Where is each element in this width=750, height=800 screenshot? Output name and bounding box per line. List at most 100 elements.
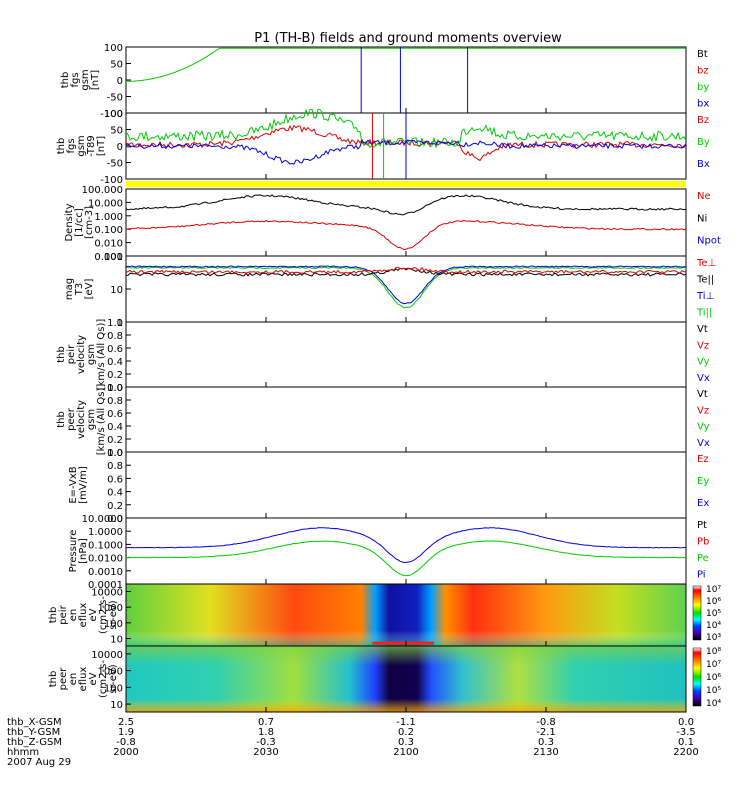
y-axis-label-line: peir xyxy=(58,604,69,624)
y-tick-label: 10000 xyxy=(91,650,123,661)
peer_spec-colorbar: 10⁸ 10⁷ 10⁶ 10⁵ 10⁴ xyxy=(692,647,721,709)
panel-frame xyxy=(125,386,687,453)
y-tick-label: 0.0001 xyxy=(88,580,123,591)
colorbar-tick-label: 10⁷ xyxy=(706,585,721,595)
y-axis-label: thbpeervelocitygsm[km/s (All Qs)] xyxy=(56,384,107,456)
y-tick-label: 0.0100 xyxy=(88,554,123,565)
ni-trace xyxy=(125,194,687,216)
y-tick-label: -100 xyxy=(100,175,123,186)
y-axis-label-line: mag xyxy=(64,278,75,300)
legend-Vt: Vt xyxy=(697,324,708,335)
y-axis-label: E=-VxB[mV/m] xyxy=(68,466,89,504)
colorbar-tick-label: 10³ xyxy=(706,633,721,643)
y-axis-label-line: thb xyxy=(48,671,59,688)
footer-value: -0.8 xyxy=(116,737,136,748)
colorbar-tick-label: 10⁷ xyxy=(706,660,721,670)
y-axis-label-line: gsm xyxy=(86,409,97,430)
y-tick-label: 0.4 xyxy=(107,488,123,499)
y-tick-label: -50 xyxy=(107,93,123,104)
footer-value: -1.1 xyxy=(396,717,416,728)
y-axis-label-line: eV xyxy=(88,608,99,621)
te-perp-trace xyxy=(125,266,687,275)
y-tick-label: 1.0 xyxy=(107,318,123,329)
y-axis-label-line: [nT] xyxy=(96,136,107,156)
panel-temperature: 100 10 1 magT3[eV] Te⊥ Te|| Ti⊥ Ti|| xyxy=(64,252,716,329)
y-tick-label: 1.000 xyxy=(94,212,123,223)
legend-Ex: Ex xyxy=(697,498,709,509)
panel-frame xyxy=(125,321,687,388)
y-axis-label: thbpeerenefluxeV(cm2-s-sr-eV) xyxy=(48,660,119,698)
y-axis-label-line: sr-eV) xyxy=(108,664,119,693)
by-trace xyxy=(126,47,686,82)
colorbar-tick-label: 10⁸ xyxy=(706,647,721,657)
peir-low-energy-band xyxy=(372,641,434,645)
panel-density: 100.000 10.000 1.000 0.100 0.010 0.001 Density… xyxy=(64,185,721,263)
legend-Vt: Vt xyxy=(697,389,708,400)
panels: 100500-50-100thbfgsgsm[nT]Btbzbybx100500… xyxy=(48,43,721,713)
footer-value: 0.2 xyxy=(398,727,414,738)
y-tick-label: 0 xyxy=(117,142,123,153)
legend-Bt: Bt xyxy=(697,49,708,60)
legend-Vz: Vz xyxy=(697,340,709,351)
y-tick-label: 0.6 xyxy=(107,344,123,355)
peir_spec-colorbar: 10⁷ 10⁶ 10⁵ 10⁴ 10³ xyxy=(692,585,721,643)
y-tick-label: 0.6 xyxy=(107,474,123,485)
footer-row-label: thb_Z-GSM xyxy=(7,737,62,748)
legend-Ey: Ey xyxy=(697,476,709,487)
legend-Vz: Vz xyxy=(697,405,709,416)
y-axis-label-line: velocity xyxy=(76,400,87,439)
y-tick-label: 100.000 xyxy=(82,185,123,196)
colorbar-scale xyxy=(692,585,702,641)
y-tick-label: 1000 xyxy=(98,603,123,614)
colorbar-scale xyxy=(692,647,702,707)
y-axis-label-line: [km/s (All Qs)] xyxy=(96,384,107,456)
y-tick-label: 0.8 xyxy=(107,331,123,342)
y-axis-label-line: peir xyxy=(66,344,77,364)
legend-Vx: Vx xyxy=(697,373,710,384)
panel-frame xyxy=(125,188,687,257)
y-axis-label-line: en xyxy=(68,673,79,686)
y-axis-label-line: Pressure xyxy=(68,530,79,573)
y-axis-label-line: [mV/m] xyxy=(78,466,89,504)
y-axis-label-line: gsm xyxy=(80,69,91,90)
y-axis-label-line: gsm xyxy=(86,344,97,365)
footer-value: -3.5 xyxy=(676,727,696,738)
footer-value: 2030 xyxy=(253,747,278,758)
y-tick-label: 0.010 xyxy=(94,239,123,250)
legend-bx: bx xyxy=(697,99,709,110)
figure-title: P1 (TH-B) fields and ground moments over… xyxy=(254,31,562,46)
legend-Te||: Te|| xyxy=(696,275,714,286)
panel-frame xyxy=(125,451,687,519)
y-tick-label: 0.2 xyxy=(107,501,123,512)
y-axis-label: thbfgsgsm-T89[nT] xyxy=(56,135,107,157)
y-tick-label: 100 xyxy=(104,683,123,694)
legend-Vy: Vy xyxy=(697,357,710,368)
y-tick-label: 0.001 xyxy=(94,252,123,263)
ti-perp-trace xyxy=(125,265,687,305)
y-axis-label: thbpeirvelocitygsm[km/s (All Qs)] xyxy=(56,319,107,391)
y-tick-label: 0.2 xyxy=(107,435,123,446)
y-tick-label: 10000 xyxy=(91,587,123,598)
footer-value: 1.8 xyxy=(258,727,274,738)
yellow-strip xyxy=(126,181,686,187)
ne-trace xyxy=(125,219,687,251)
y-axis-label-line: Density xyxy=(64,203,75,241)
y-tick-label: 0.0010 xyxy=(88,567,123,578)
legend-Npot: Npot xyxy=(697,236,721,247)
legend-Pe: Pe xyxy=(697,553,709,564)
y-axis-label-line: (cm2-s- xyxy=(98,596,109,634)
colorbar-tick-label: 10⁴ xyxy=(706,699,721,709)
y-tick-label: 0.100 xyxy=(94,225,123,236)
panel-frame xyxy=(125,517,687,585)
panel-peir_velocity: 1.00.80.60.40.20.0thbpeirvelocitygsm[km/… xyxy=(56,318,710,394)
panel-peer_spec: 10⁸ 10⁷ 10⁶ 10⁵ 10⁴ 10000 1000 100 10 thbpeerenef… xyxy=(48,645,721,713)
y-axis-label-line: thb xyxy=(56,411,67,428)
panel-pressure: 10.0000 1.0000 0.1000 0.0100 0.0010 0.0001 Pre… xyxy=(68,514,709,591)
y-axis-label-line: -T89 xyxy=(86,135,97,157)
footer-value: 1.9 xyxy=(118,727,134,738)
legend-by: by xyxy=(697,82,709,93)
panel-efield: 1.0 0.8 0.6 0.4 0.2 0.0 E=-VxB[mV/m] Ez Ey Ex xyxy=(68,448,709,525)
footer-value: 0.3 xyxy=(538,737,554,748)
y-axis-label: Pressure[nPa] xyxy=(68,530,89,573)
